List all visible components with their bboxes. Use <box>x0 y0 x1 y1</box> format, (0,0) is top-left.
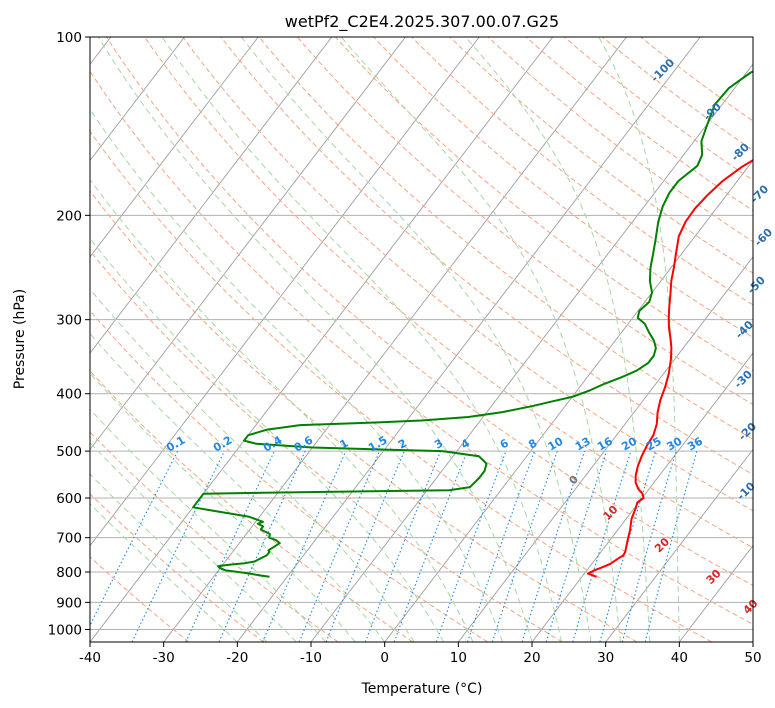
mixing-ratio-line <box>435 450 507 642</box>
mixing-ratio-line <box>521 450 586 642</box>
dry-adiabat-line <box>90 70 753 625</box>
mixing-ratio-line <box>466 450 536 642</box>
dry-adiabat-line <box>106 37 753 587</box>
x-tick-label: 50 <box>744 650 761 666</box>
x-tick-label: -30 <box>153 650 175 666</box>
isotherm-line <box>310 63 753 642</box>
mixing-ratio-line <box>90 450 179 627</box>
mixing-ratio-line <box>644 450 698 642</box>
x-tick-label: 30 <box>597 650 614 666</box>
mixing-ratio-line <box>572 450 632 642</box>
dry-adiabat-line <box>90 309 488 642</box>
moist-adiabat-line <box>90 332 386 642</box>
y-tick-label: 900 <box>56 595 82 611</box>
mixing-ratio-line <box>325 450 405 642</box>
x-tick-label: 0 <box>380 650 389 666</box>
moist-adiabat-line <box>90 473 268 642</box>
moist-adiabat-line <box>97 37 533 642</box>
mixing-ratio-line <box>298 450 381 642</box>
isotherm-line <box>90 37 259 258</box>
moist-adiabat-line <box>340 37 621 642</box>
y-axis-label: Pressure (hPa) <box>12 289 28 389</box>
y-tick-label: 400 <box>56 387 82 403</box>
mixing-ratio-line <box>262 450 347 642</box>
x-tick-label: 40 <box>671 650 688 666</box>
isotherm-line <box>605 448 753 642</box>
dry-adiabat-line <box>182 37 753 512</box>
x-tick-label: 20 <box>523 650 540 666</box>
mixing-ratio-lines <box>90 450 698 642</box>
moist-adiabat-line <box>90 237 445 642</box>
isotherm-line <box>384 159 753 642</box>
isotherm-line <box>90 37 480 547</box>
chart-title: wetPf2_C2E4.2025.307.00.07.G25 <box>285 12 559 32</box>
dry-adiabat-line <box>144 37 753 549</box>
mixing-ratio-line <box>621 450 677 642</box>
profile-lines <box>192 70 753 578</box>
isotherm-line <box>163 37 627 642</box>
x-tick-label: 10 <box>450 650 467 666</box>
isotherm-line <box>236 37 701 642</box>
dry-adiabat-line <box>90 249 563 642</box>
y-tick-label: 500 <box>56 444 82 460</box>
y-tick-label: 600 <box>56 491 82 507</box>
isotherm-line <box>90 37 185 162</box>
temperature-profile-line <box>587 158 753 578</box>
mixing-ratio-line <box>393 450 468 642</box>
moist-adiabat-line <box>465 37 651 642</box>
moist-adiabat-line <box>241 37 592 642</box>
moist-adiabat-line <box>90 108 503 642</box>
dry-adiabat-line <box>90 493 264 642</box>
moist-adiabat-line <box>90 178 474 642</box>
x-tick-label: -20 <box>226 650 248 666</box>
isotherms <box>90 37 753 642</box>
y-tick-label: 700 <box>56 531 82 547</box>
moist-adiabat-line <box>598 37 680 642</box>
dry-adiabat-line <box>90 556 190 642</box>
y-tick-label: 800 <box>56 565 82 581</box>
plot-area <box>90 37 753 642</box>
moist-adiabat-line <box>90 408 327 642</box>
mixing-ratio-line <box>599 450 657 642</box>
mixing-ratio-line <box>545 450 608 642</box>
y-tick-label: 1000 <box>48 622 82 638</box>
x-tick-label: -40 <box>79 650 101 666</box>
moist-adiabat-line <box>161 37 562 642</box>
isotherm-line <box>90 37 333 354</box>
dry-adiabat-line <box>258 37 753 440</box>
moist-adiabat-line <box>90 503 238 642</box>
dewpoint-profile-line <box>192 70 753 578</box>
dry-adiabat-line <box>296 37 753 406</box>
dry-adiabats <box>90 37 753 642</box>
moist-adiabat-line <box>90 442 297 642</box>
mixing-ratio-line <box>364 450 442 642</box>
isotherm-line <box>531 352 753 642</box>
y-tick-label: 200 <box>56 208 82 224</box>
x-axis-label: Temperature (°C) <box>361 681 483 697</box>
y-tick-label: 300 <box>56 313 82 329</box>
x-tick-label: -10 <box>300 650 322 666</box>
moist-adiabat-line <box>90 288 415 642</box>
moist-adiabats <box>90 37 680 642</box>
isotherm-line <box>90 37 406 451</box>
dry-adiabat-line <box>90 190 638 642</box>
y-tick-label: 100 <box>56 30 82 46</box>
isotherm-line <box>90 37 554 642</box>
dry-adiabat-line <box>411 37 753 306</box>
plot-frame <box>89 36 754 643</box>
dry-adiabat-line <box>90 370 414 642</box>
mixing-ratio-line <box>491 450 558 642</box>
